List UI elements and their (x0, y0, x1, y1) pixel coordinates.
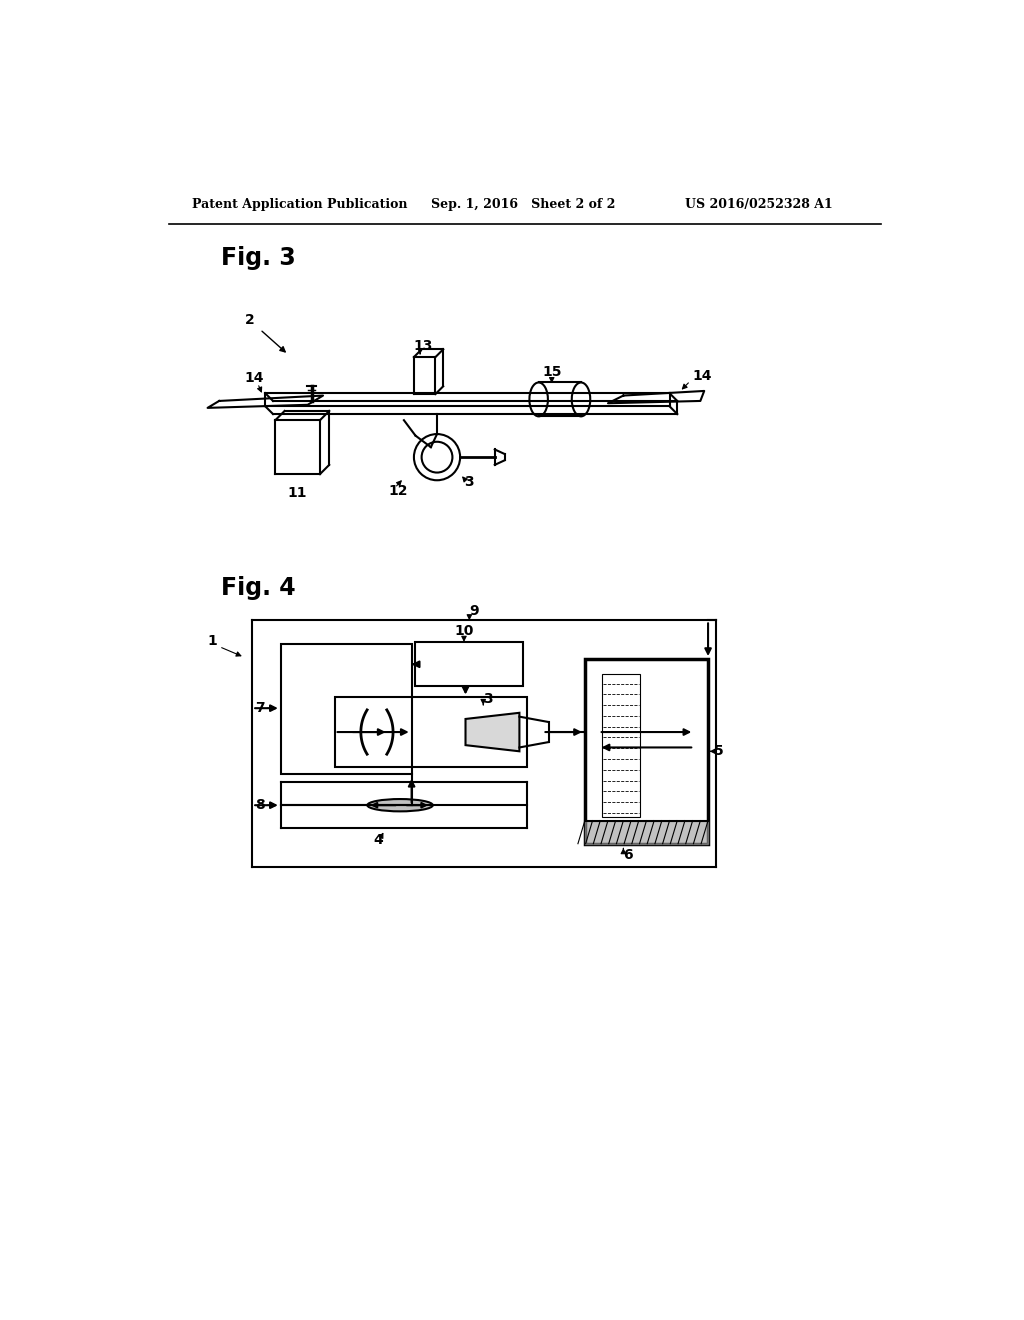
Text: 7: 7 (255, 701, 265, 715)
Text: 1: 1 (208, 634, 217, 648)
Text: 12: 12 (388, 484, 408, 498)
Text: 4: 4 (373, 833, 383, 847)
Polygon shape (585, 821, 708, 843)
Text: 15: 15 (543, 366, 562, 379)
Ellipse shape (368, 799, 433, 812)
Text: 13: 13 (414, 338, 433, 352)
Text: 9: 9 (469, 605, 479, 618)
Polygon shape (466, 713, 519, 751)
Text: Patent Application Publication: Patent Application Publication (193, 198, 408, 211)
Text: 2: 2 (245, 313, 254, 327)
Text: Fig. 3: Fig. 3 (221, 247, 296, 271)
Text: 8: 8 (255, 799, 265, 812)
Text: 14: 14 (245, 371, 264, 385)
Text: 6: 6 (624, 849, 633, 862)
Text: Fig. 4: Fig. 4 (221, 576, 296, 601)
Text: 11: 11 (288, 486, 307, 500)
Text: 10: 10 (454, 624, 473, 638)
Text: 5: 5 (714, 744, 724, 758)
Text: 14: 14 (692, 368, 712, 383)
Text: 3: 3 (483, 692, 493, 706)
Text: US 2016/0252328 A1: US 2016/0252328 A1 (685, 198, 833, 211)
Text: 3: 3 (464, 475, 473, 488)
Text: Sep. 1, 2016   Sheet 2 of 2: Sep. 1, 2016 Sheet 2 of 2 (431, 198, 615, 211)
